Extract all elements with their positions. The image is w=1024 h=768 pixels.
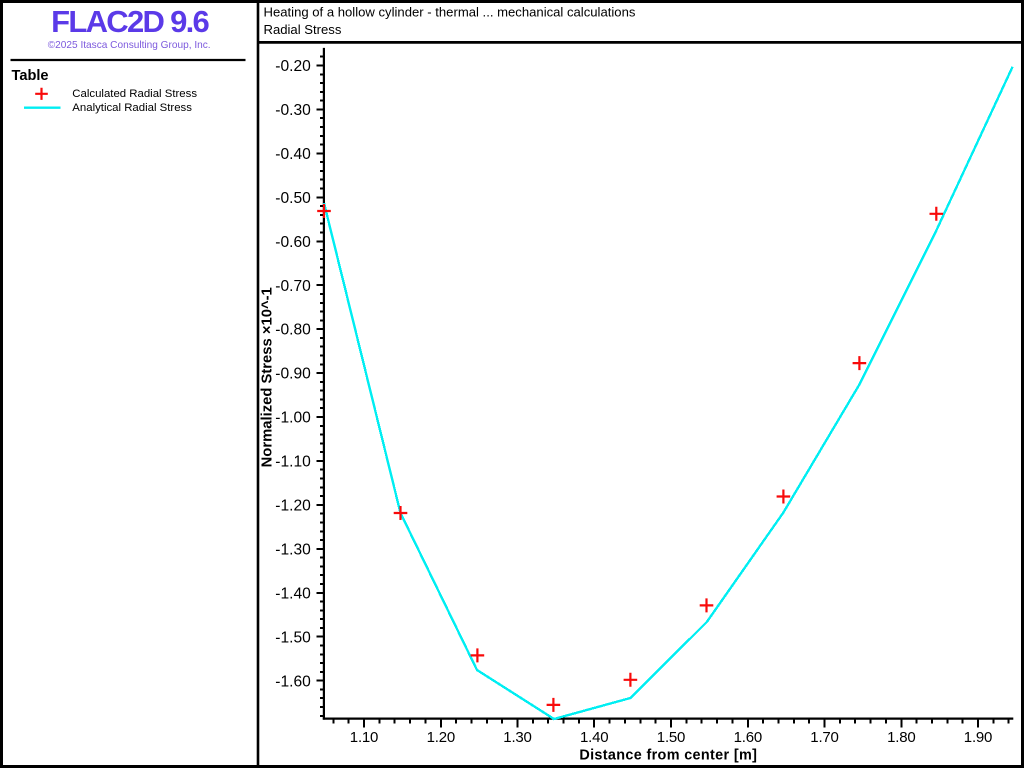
svg-text:Table: Table [12, 68, 49, 84]
svg-text:Heating of a hollow cylinder -: Heating of a hollow cylinder - thermal .… [264, 5, 636, 20]
svg-text:1.60: 1.60 [734, 729, 762, 746]
svg-text:©2025 Itasca Consulting Group,: ©2025 Itasca Consulting Group, Inc. [48, 40, 211, 51]
svg-text:-1.30: -1.30 [275, 541, 311, 558]
svg-text:-0.40: -0.40 [275, 146, 311, 163]
svg-text:1.50: 1.50 [657, 729, 685, 746]
svg-text:-0.90: -0.90 [275, 366, 311, 383]
svg-text:-1.00: -1.00 [275, 410, 311, 427]
svg-text:-1.20: -1.20 [275, 498, 311, 515]
svg-text:Distance from center [m]: Distance from center [m] [579, 747, 757, 763]
svg-text:1.20: 1.20 [427, 729, 455, 746]
svg-text:-0.50: -0.50 [275, 190, 311, 207]
svg-text:Radial Stress: Radial Stress [264, 22, 342, 37]
svg-text:-0.20: -0.20 [275, 58, 311, 75]
svg-text:1.30: 1.30 [503, 729, 531, 746]
svg-text:1.90: 1.90 [964, 729, 992, 746]
svg-text:Normalized Stress ×10^-1: Normalized Stress ×10^-1 [260, 287, 276, 467]
svg-text:-0.60: -0.60 [275, 234, 311, 251]
svg-text:Calculated Radial Stress: Calculated Radial Stress [72, 88, 197, 100]
svg-text:1.40: 1.40 [580, 729, 608, 746]
svg-text:-1.40: -1.40 [275, 585, 311, 602]
svg-text:1.10: 1.10 [350, 729, 378, 746]
svg-text:Analytical Radial Stress: Analytical Radial Stress [72, 102, 192, 114]
svg-text:-1.60: -1.60 [275, 673, 311, 690]
svg-text:-0.80: -0.80 [275, 322, 311, 339]
svg-text:-0.30: -0.30 [275, 102, 311, 119]
svg-text:-0.70: -0.70 [275, 278, 311, 295]
svg-text:1.80: 1.80 [887, 729, 915, 746]
svg-text:FLAC2D 9.6: FLAC2D 9.6 [51, 4, 209, 39]
svg-text:1.70: 1.70 [810, 729, 838, 746]
svg-text:-1.10: -1.10 [275, 454, 311, 471]
svg-text:-1.50: -1.50 [275, 629, 311, 646]
